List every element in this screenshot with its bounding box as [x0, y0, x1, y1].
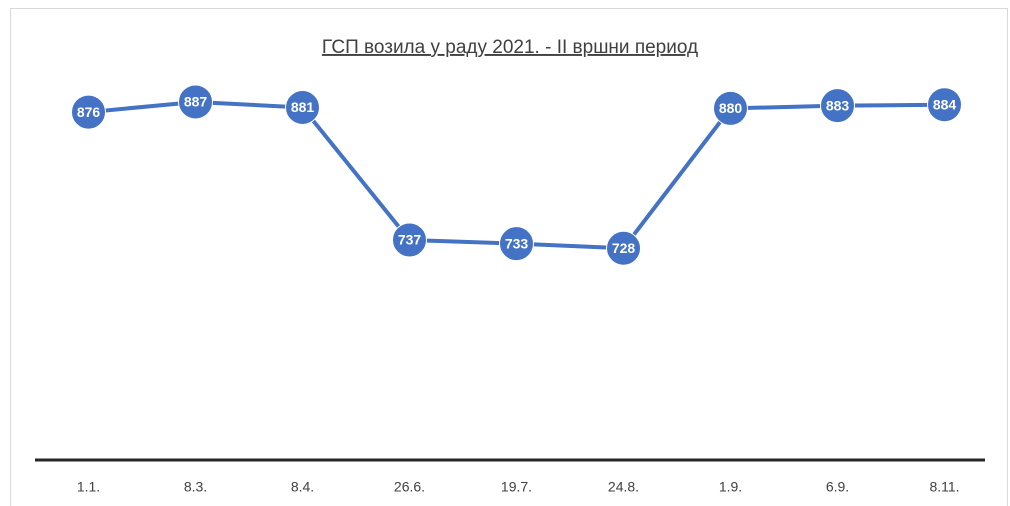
marker — [499, 226, 534, 262]
x-tick-label: 19.7. — [501, 479, 532, 495]
x-tick-label: 1.1. — [77, 479, 100, 495]
x-tick-label: 24.8. — [608, 479, 639, 495]
x-tick-label: 26.6. — [394, 479, 425, 495]
marker — [392, 222, 427, 258]
data-label: 728 — [612, 240, 636, 256]
data-label: 880 — [719, 100, 743, 116]
data-label: 887 — [184, 94, 208, 110]
x-tick-label: 8.4. — [291, 479, 314, 495]
chart-title: ГСП возила у раду 2021. - II вршни перио… — [322, 37, 698, 58]
data-label: 884 — [933, 96, 957, 112]
x-tick-label: 8.11. — [929, 479, 959, 495]
data-label: 881 — [291, 99, 315, 115]
marker — [713, 90, 748, 126]
x-tick-label: 6.9. — [826, 479, 849, 495]
marker — [285, 89, 320, 125]
x-tick-label: 8.3. — [184, 479, 207, 495]
data-label: 737 — [398, 232, 422, 248]
data-label: 883 — [826, 97, 850, 113]
marker — [71, 94, 106, 130]
marker — [178, 84, 213, 120]
marker — [927, 87, 962, 123]
data-label: 733 — [505, 235, 529, 251]
marker — [820, 88, 855, 124]
marker — [606, 230, 641, 266]
x-tick-label: 1.9. — [719, 479, 742, 495]
data-label: 876 — [77, 104, 101, 120]
